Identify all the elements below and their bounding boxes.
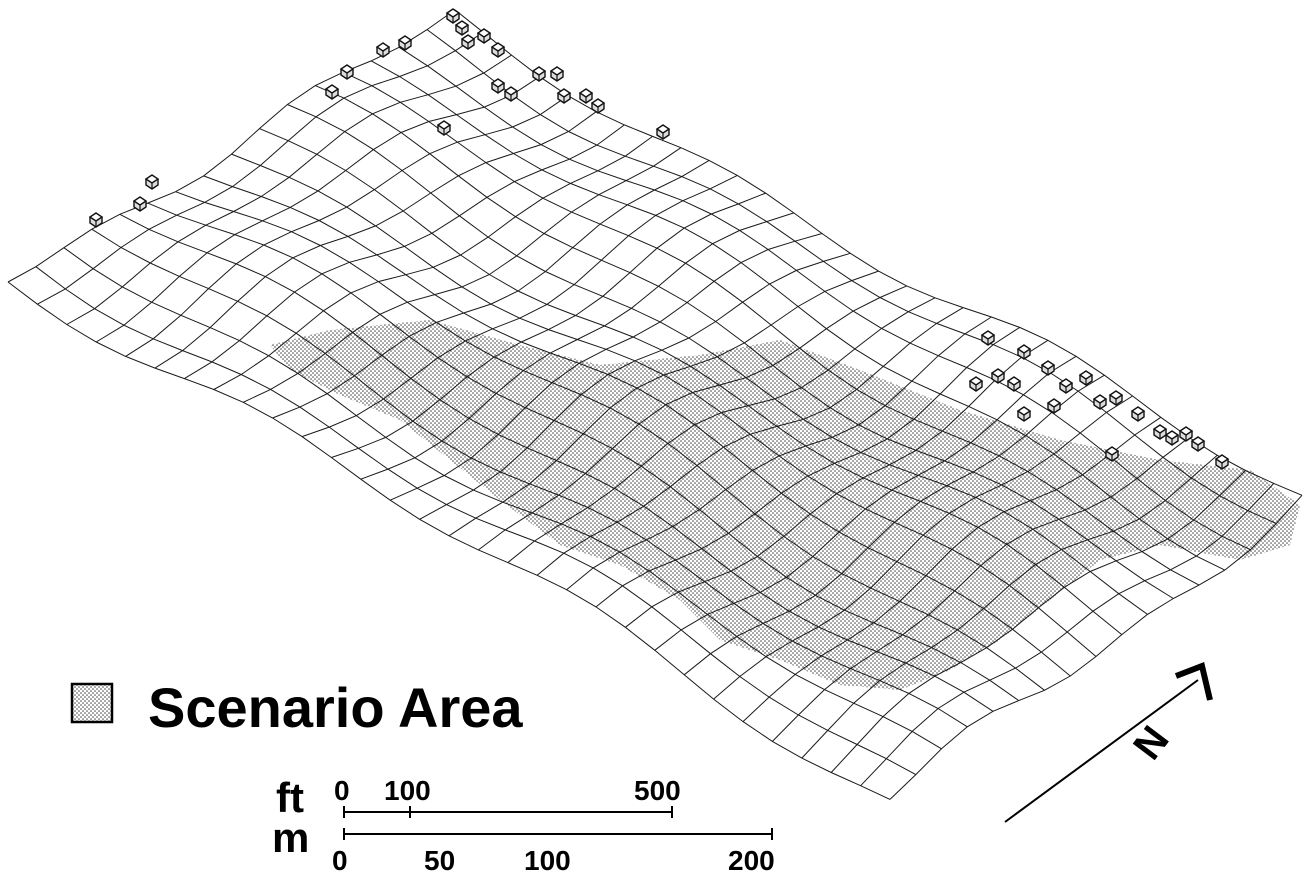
building-icon [375, 42, 391, 58]
building-icon [132, 196, 148, 212]
mesh-line [7, 9, 456, 283]
legend-label: Scenario Area [148, 676, 523, 739]
building-icon [578, 88, 594, 104]
building-icon [1190, 436, 1206, 452]
building-icon [476, 28, 492, 44]
mesh-line [742, 416, 1162, 722]
building-icon [1178, 426, 1194, 442]
building-icon [1078, 370, 1094, 386]
mesh-line [625, 339, 1049, 628]
building-icon [1046, 398, 1062, 414]
mesh-line [389, 233, 823, 501]
mesh-line [360, 212, 794, 480]
mesh-line [536, 307, 964, 576]
building-icon [1092, 394, 1108, 410]
building-icon [1016, 406, 1032, 422]
mesh-line [801, 454, 1218, 759]
mesh-line [331, 192, 766, 458]
building-icon [549, 66, 565, 82]
terrain-wireframe-grid [7, 9, 1303, 800]
building-icon [590, 98, 606, 114]
building-icon [1058, 378, 1074, 394]
building-icon [1040, 360, 1056, 376]
building-icon [397, 35, 413, 51]
building-icon [655, 124, 671, 140]
mesh-line [66, 54, 512, 325]
mesh-line [37, 31, 484, 305]
mesh-line [184, 124, 625, 380]
scale-label-ft-100: 100 [384, 775, 431, 806]
building-icon [1130, 406, 1146, 422]
mesh-line [95, 76, 540, 343]
building-icon [503, 86, 519, 102]
building-icon [460, 34, 476, 50]
mesh-line [125, 95, 569, 357]
scale-bar: ft m 0 100 500 0 50 100 200 [272, 774, 775, 876]
mesh-line [478, 285, 907, 551]
structure-markers [88, 8, 1230, 470]
building-icon [144, 174, 160, 190]
mesh-line [242, 147, 682, 403]
scale-label-m-100: 100 [524, 845, 571, 876]
mesh-line [272, 159, 710, 419]
building-icon [531, 66, 547, 82]
building-icon [445, 8, 461, 24]
building-icon [324, 84, 340, 100]
mesh-line [772, 437, 1190, 742]
mesh-line [301, 174, 738, 438]
mesh-line [860, 483, 1275, 787]
scale-unit-feet: ft [276, 774, 304, 821]
scenario-area-region [270, 320, 1300, 690]
mesh-line [154, 111, 597, 369]
north-arrow-shaft [1004, 679, 1199, 823]
mesh-line [419, 252, 851, 520]
mesh-line [654, 355, 1077, 651]
scale-label-m-50: 50 [424, 845, 455, 876]
building-icon [454, 20, 470, 36]
mesh-line [713, 395, 1133, 700]
building-icon [1016, 344, 1032, 360]
building-icon [1214, 454, 1230, 470]
mesh-line [448, 270, 879, 537]
mesh-line [566, 316, 992, 591]
building-icon [339, 64, 355, 80]
mesh-line [830, 470, 1246, 773]
building-icon [980, 330, 996, 346]
building-icon [1104, 446, 1120, 462]
building-icon [556, 88, 572, 104]
scale-unit-meters: m [272, 814, 309, 861]
legend-swatch [70, 682, 114, 724]
mesh-line [683, 374, 1105, 676]
building-icon [88, 212, 104, 228]
scale-label-ft-0: 0 [334, 775, 350, 806]
mesh-line [595, 326, 1020, 608]
mesh-line [507, 297, 936, 563]
building-icon [1164, 430, 1180, 446]
building-icon [1006, 376, 1022, 392]
building-icon [1108, 390, 1124, 406]
mesh-line [213, 135, 653, 390]
legend: Scenario Area [70, 676, 523, 739]
building-icon [490, 42, 506, 58]
building-icon [1152, 424, 1168, 440]
building-icon [490, 78, 506, 94]
building-icon [968, 376, 984, 392]
north-letter: N [1125, 718, 1178, 768]
mesh-line [889, 494, 1303, 800]
north-arrow: N [1004, 661, 1213, 823]
scale-label-ft-500: 500 [634, 775, 681, 806]
scale-label-m-0: 0 [332, 845, 348, 876]
building-icon [436, 120, 452, 136]
scale-label-m-200: 200 [728, 845, 775, 876]
north-arrow-head [1174, 661, 1213, 701]
building-icon [990, 368, 1006, 384]
